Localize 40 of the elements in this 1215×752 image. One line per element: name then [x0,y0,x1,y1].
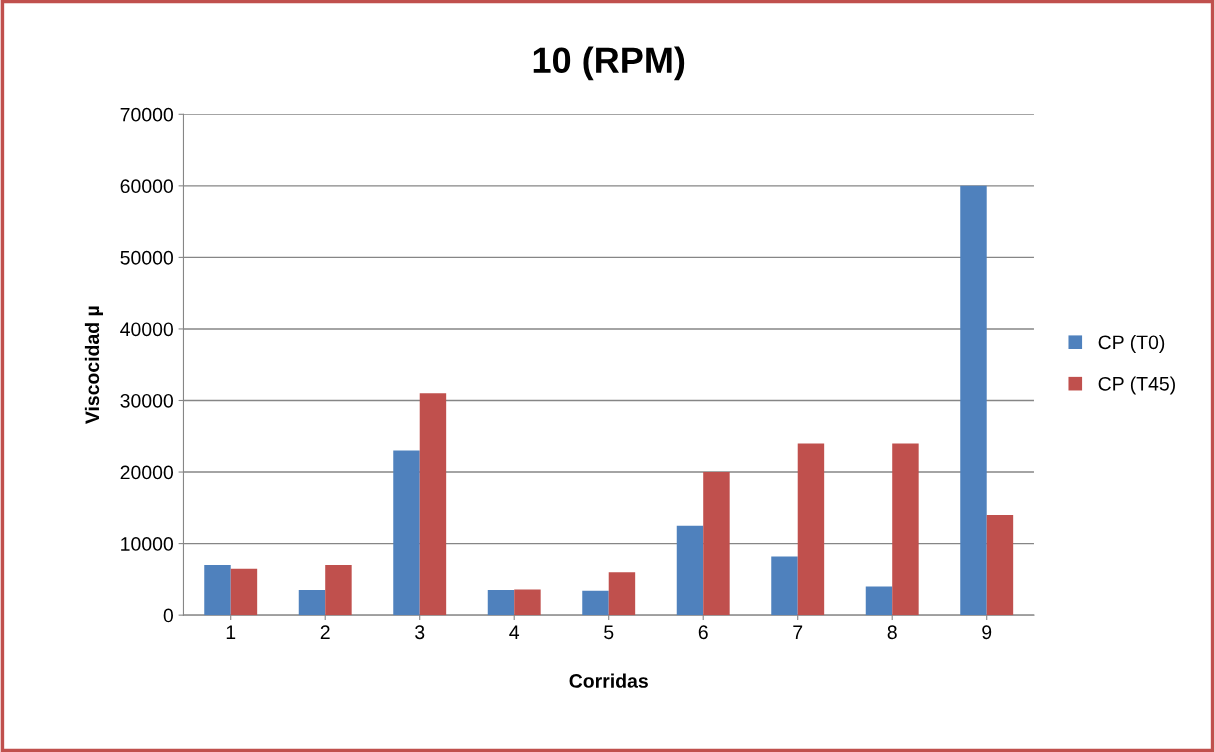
y-tick-label: 40000 [120,322,173,337]
x-tick-label: 4 [509,625,520,639]
bar [487,590,515,616]
y-tick-label: 0 [163,608,173,623]
x-tick-label: 9 [982,625,992,640]
bar [419,393,447,616]
bar [608,572,636,616]
bar [771,556,798,616]
legend-label: CP (T45) [1098,376,1175,395]
x-tick-label: 1 [226,625,236,639]
bar [393,450,420,616]
x-tick-label: 8 [887,625,897,640]
y-tick-label: 50000 [120,250,173,265]
bar [325,565,352,616]
bar [960,185,987,616]
bar [514,589,541,616]
bar [676,525,704,616]
bar [582,590,609,616]
y-tick-label: 30000 [120,393,173,408]
y-tick-label: 70000 [120,107,173,122]
bar [703,472,730,616]
x-tick-label: 2 [320,625,330,639]
bar [865,586,893,616]
x-tick-label: 6 [698,625,708,640]
x-tick-label: 5 [604,625,614,640]
bar [298,590,326,616]
chart-title: 10 (RPM) [533,46,685,81]
y-tick-label: 10000 [121,537,173,551]
y-axis-title: Viscocidad µ [84,306,104,425]
y-tick-label: 20000 [120,465,173,480]
bar [892,443,919,616]
legend-label: CP (T0) [1098,334,1165,354]
x-tick-label: 7 [793,625,803,639]
bar [986,514,1014,616]
bar [797,443,825,616]
bar [204,565,231,616]
y-tick-label: 60000 [120,179,173,194]
bar [230,568,258,616]
x-axis-title: Corridas [569,673,648,688]
x-tick-label: 3 [415,625,425,640]
